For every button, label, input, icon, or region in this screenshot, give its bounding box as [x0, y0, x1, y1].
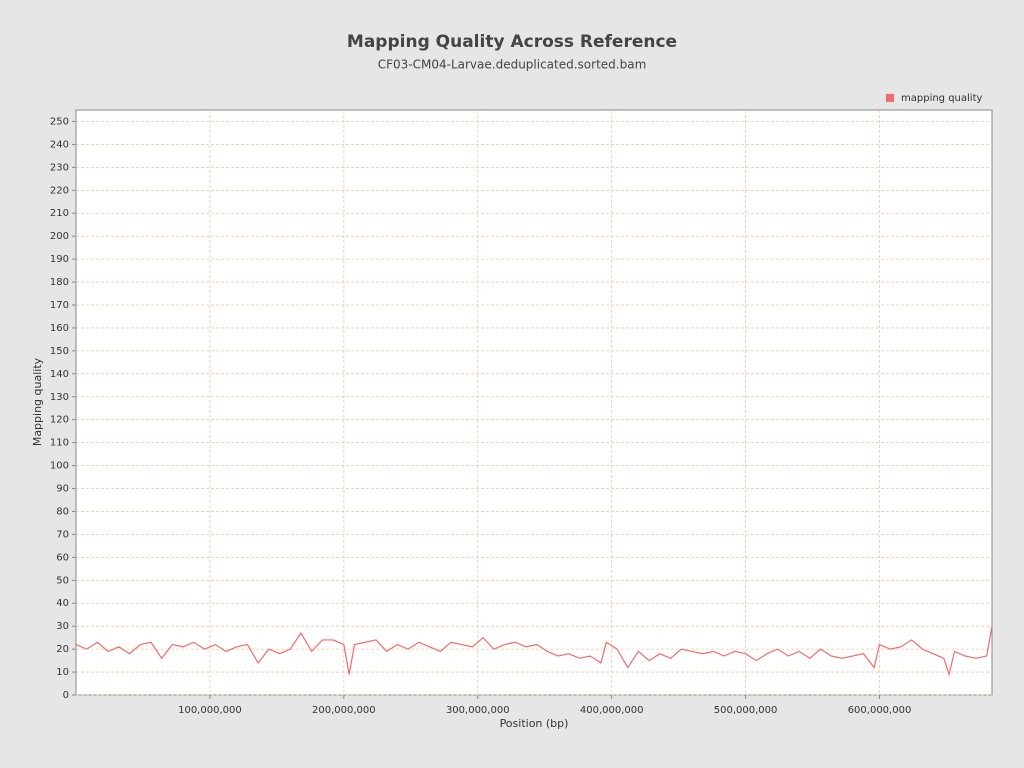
y-tick-label: 230	[50, 162, 69, 173]
x-tick-label: 300,000,000	[446, 705, 510, 716]
x-tick-label: 200,000,000	[312, 705, 376, 716]
y-tick-label: 250	[50, 116, 69, 127]
legend-swatch	[886, 94, 894, 102]
y-tick-label: 20	[56, 644, 69, 655]
y-tick-label: 170	[50, 300, 69, 311]
y-tick-label: 180	[50, 277, 69, 288]
x-tick-label: 600,000,000	[848, 705, 912, 716]
y-tick-label: 160	[50, 323, 69, 334]
y-tick-label: 10	[56, 667, 69, 678]
x-tick-label: 500,000,000	[714, 705, 778, 716]
y-tick-label: 140	[50, 369, 69, 380]
marks	[75, 626, 993, 677]
y-tick-label: 130	[50, 392, 69, 403]
chart-subtitle: CF03-CM04-Larvae.deduplicated.sorted.bam	[378, 58, 647, 72]
x-tick-label: 400,000,000	[580, 705, 644, 716]
y-tick-label: 100	[50, 461, 69, 472]
data-line	[75, 626, 993, 677]
y-tick-label: 40	[56, 598, 69, 609]
y-tick-label: 120	[50, 415, 69, 426]
y-tick-label: 70	[56, 529, 69, 540]
y-tick-label: 200	[50, 231, 69, 242]
y-tick-label: 150	[50, 346, 69, 357]
x-axis-label: Position (bp)	[500, 717, 569, 730]
y-tick-label: 240	[50, 139, 69, 150]
grid	[72, 110, 992, 699]
legend-label: mapping quality	[901, 93, 982, 104]
y-tick-label: 110	[50, 438, 69, 449]
y-tick-label: 190	[50, 254, 69, 265]
chart-title: Mapping Quality Across Reference	[347, 32, 677, 52]
y-tick-label: 220	[50, 185, 69, 196]
y-axis-label: Mapping quality	[31, 357, 44, 446]
y-tick-label: 50	[56, 575, 69, 586]
y-tick-label: 30	[56, 621, 69, 632]
y-tick-label: 0	[63, 690, 69, 701]
plot-area	[75, 109, 993, 696]
x-tick-label: 100,000,000	[178, 705, 242, 716]
y-tick-label: 90	[56, 484, 69, 495]
y-tick-label: 80	[56, 506, 69, 517]
y-tick-label: 60	[56, 552, 69, 563]
y-tick-label: 210	[50, 208, 69, 219]
